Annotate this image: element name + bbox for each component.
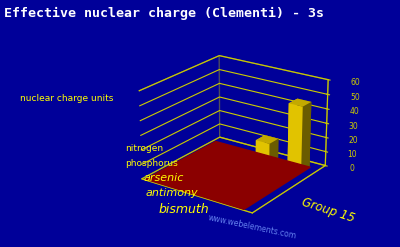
Text: phosphorus: phosphorus bbox=[126, 159, 178, 167]
Text: nitrogen: nitrogen bbox=[125, 144, 163, 153]
Text: www.webelements.com: www.webelements.com bbox=[207, 213, 297, 241]
Text: nuclear charge units: nuclear charge units bbox=[20, 94, 113, 103]
Text: bismuth: bismuth bbox=[159, 204, 209, 216]
Text: antimony: antimony bbox=[146, 188, 198, 198]
Text: Group 15: Group 15 bbox=[300, 195, 356, 225]
Text: Effective nuclear charge (Clementi) - 3s: Effective nuclear charge (Clementi) - 3s bbox=[4, 7, 324, 21]
Text: arsenic: arsenic bbox=[144, 173, 184, 183]
